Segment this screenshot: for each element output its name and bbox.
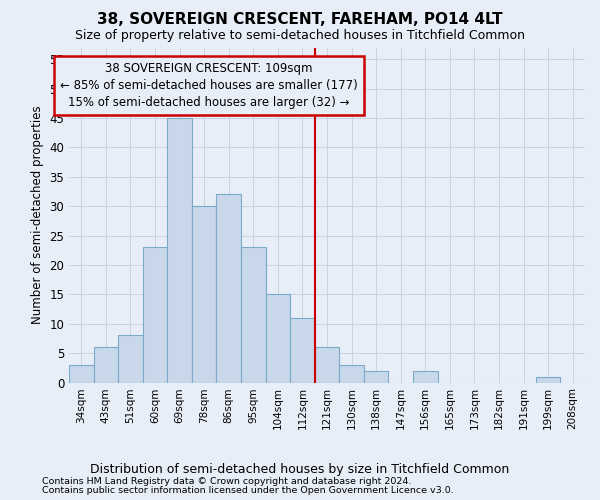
- Bar: [290, 318, 315, 382]
- Bar: [217, 194, 241, 382]
- Bar: [315, 347, 339, 382]
- Bar: [143, 248, 167, 382]
- Bar: [364, 370, 388, 382]
- Text: 38, SOVEREIGN CRESCENT, FAREHAM, PO14 4LT: 38, SOVEREIGN CRESCENT, FAREHAM, PO14 4L…: [97, 12, 503, 26]
- Bar: [413, 370, 437, 382]
- Bar: [69, 365, 94, 382]
- Text: Contains HM Land Registry data © Crown copyright and database right 2024.: Contains HM Land Registry data © Crown c…: [42, 477, 412, 486]
- Text: 38 SOVEREIGN CRESCENT: 109sqm
← 85% of semi-detached houses are smaller (177)
15: 38 SOVEREIGN CRESCENT: 109sqm ← 85% of s…: [60, 62, 358, 109]
- Y-axis label: Number of semi-detached properties: Number of semi-detached properties: [31, 106, 44, 324]
- Bar: [192, 206, 217, 382]
- Bar: [536, 376, 560, 382]
- Text: Contains public sector information licensed under the Open Government Licence v3: Contains public sector information licen…: [42, 486, 454, 495]
- Bar: [118, 336, 143, 382]
- Bar: [266, 294, 290, 382]
- Bar: [167, 118, 192, 382]
- Bar: [339, 365, 364, 382]
- Bar: [94, 347, 118, 382]
- Bar: [241, 248, 266, 382]
- Text: Size of property relative to semi-detached houses in Titchfield Common: Size of property relative to semi-detach…: [75, 28, 525, 42]
- Text: Distribution of semi-detached houses by size in Titchfield Common: Distribution of semi-detached houses by …: [91, 462, 509, 475]
